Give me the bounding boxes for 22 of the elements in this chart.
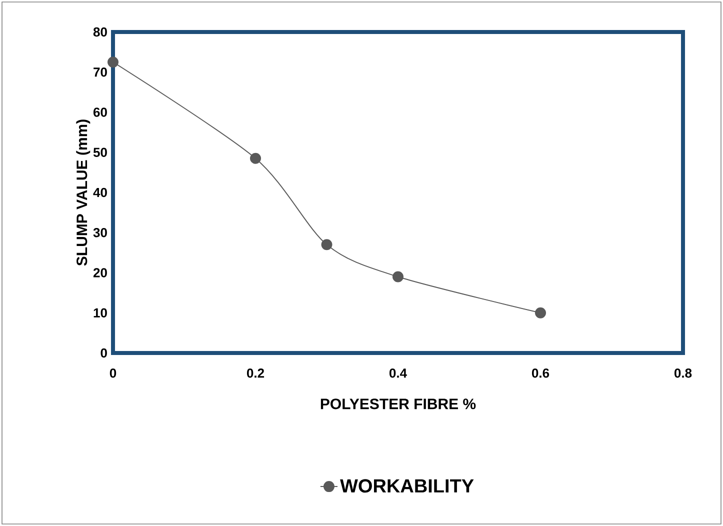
x-tick-label: 0.8 xyxy=(674,368,692,378)
x-tick-label: 0.6 xyxy=(532,368,550,378)
point xyxy=(535,307,546,318)
x-tick-label: 0 xyxy=(110,368,116,378)
y-tick-label: 50 xyxy=(93,148,107,157)
y-axis-title: SLUMP VALUE (mm) xyxy=(76,120,90,266)
y-tick-label: 60 xyxy=(93,108,107,117)
x-tick-label: 0.4 xyxy=(389,368,407,378)
x-tick-label: 0.2 xyxy=(246,368,264,378)
x-axis-title: POLYESTER FIBRE % xyxy=(320,398,476,410)
point xyxy=(321,239,332,250)
y-tick-label: 30 xyxy=(93,228,107,238)
y-tick-label: 10 xyxy=(94,308,107,318)
point xyxy=(392,271,404,282)
y-tick-label: 40 xyxy=(93,188,107,198)
y-tick-label: 70 xyxy=(94,68,107,77)
y-tick-label: 20 xyxy=(93,268,107,278)
legend-label: WORKABILITY xyxy=(340,479,474,493)
y-tick-label: 0 xyxy=(100,348,107,358)
y-tick-label: 80 xyxy=(93,27,107,37)
point xyxy=(250,152,261,164)
point xyxy=(108,56,119,68)
